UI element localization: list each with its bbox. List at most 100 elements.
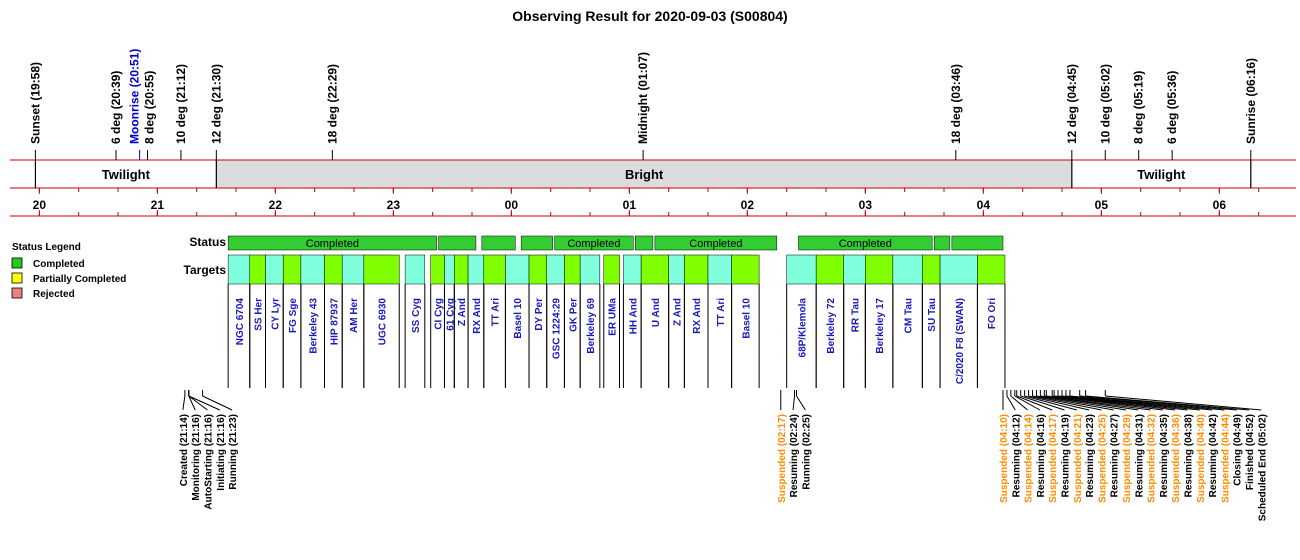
event-label: Suspended (04:17) bbox=[1048, 414, 1059, 503]
target-label: RX And bbox=[472, 298, 483, 334]
target-block bbox=[249, 254, 266, 285]
target-block bbox=[363, 254, 400, 285]
legend-swatch bbox=[11, 272, 23, 284]
event-label: Suspended (04:10) bbox=[999, 414, 1010, 503]
target-label: CY Lyr bbox=[270, 298, 281, 330]
target-block bbox=[467, 254, 485, 285]
event-label: Suspended (04:21) bbox=[1073, 414, 1084, 503]
event-label: Monitoring (21:16) bbox=[191, 414, 202, 501]
status-block bbox=[438, 235, 477, 251]
target-label: HIP 87937 bbox=[329, 298, 340, 346]
hour-label: 21 bbox=[151, 198, 165, 212]
target-block bbox=[528, 254, 547, 285]
legend-label: Partially Completed bbox=[33, 274, 126, 285]
target-block bbox=[640, 254, 669, 285]
target-block bbox=[265, 254, 284, 285]
targets-row-label: Targets bbox=[184, 263, 227, 277]
hour-label: 02 bbox=[741, 198, 755, 212]
event-connector bbox=[1061, 395, 1200, 411]
hour-label: 01 bbox=[623, 198, 637, 212]
target-block bbox=[843, 254, 866, 285]
event-connector bbox=[1014, 395, 1041, 411]
event-label: Scheduled End (05:02) bbox=[1257, 414, 1268, 521]
status-block bbox=[798, 235, 933, 251]
target-label: HH And bbox=[628, 298, 639, 334]
target-block bbox=[815, 254, 844, 285]
sun-event-label: 10 deg (05:02) bbox=[1098, 64, 1112, 144]
event-connector bbox=[796, 395, 806, 411]
target-label: C/2020 F8 (SWAN) bbox=[955, 298, 966, 384]
event-connector bbox=[182, 395, 186, 411]
target-label: Z And bbox=[457, 298, 468, 326]
target-label: SS Cyg bbox=[411, 298, 422, 333]
legend-swatch bbox=[11, 257, 23, 269]
target-label: U And bbox=[651, 298, 662, 327]
target-block bbox=[454, 254, 469, 285]
sun-event-label: 10 deg (21:12) bbox=[174, 64, 188, 144]
event-connector bbox=[1069, 395, 1225, 411]
event-connector bbox=[202, 395, 233, 411]
sun-event-label: 6 deg (05:36) bbox=[1165, 71, 1179, 144]
status-block-label: Completed bbox=[839, 238, 892, 250]
target-block bbox=[707, 254, 732, 285]
event-connector bbox=[1046, 395, 1151, 411]
target-block bbox=[300, 254, 325, 285]
sun-event-label: Sunrise (06:16) bbox=[1244, 58, 1258, 144]
target-block bbox=[977, 254, 1006, 285]
hour-label: 00 bbox=[505, 198, 519, 212]
target-label: 68P/Klemola bbox=[797, 298, 808, 358]
sky-period-label: Twilight bbox=[102, 167, 151, 182]
status-block bbox=[634, 235, 654, 251]
event-connector bbox=[1105, 395, 1262, 411]
target-label: Berkeley 17 bbox=[875, 298, 886, 354]
event-connector bbox=[1006, 395, 1016, 411]
status-block bbox=[227, 235, 437, 251]
event-connector bbox=[1024, 395, 1077, 411]
target-block bbox=[444, 254, 455, 285]
target-label: Berkeley 69 bbox=[586, 298, 597, 354]
sky-period-label: Twilight bbox=[1137, 167, 1186, 182]
target-block bbox=[865, 254, 894, 285]
target-label: NGC 6704 bbox=[235, 298, 246, 346]
event-label: Resuming (04:38) bbox=[1184, 414, 1195, 497]
event-label: Finished (04:52) bbox=[1245, 414, 1256, 490]
target-label: RX And bbox=[692, 298, 703, 334]
sky-period-bright bbox=[216, 160, 1072, 188]
status-block-label: Completed bbox=[306, 238, 359, 250]
event-connector bbox=[792, 395, 796, 411]
target-block bbox=[282, 254, 302, 285]
target-label: Basel 10 bbox=[741, 298, 752, 339]
status-block bbox=[554, 235, 634, 251]
event-connector bbox=[1020, 395, 1065, 411]
target-label: CM Tau bbox=[904, 298, 915, 333]
target-block bbox=[324, 254, 343, 285]
target-label: GK Per bbox=[568, 298, 579, 332]
target-label: SU Tau bbox=[927, 298, 938, 332]
legend-label: Completed bbox=[33, 259, 85, 270]
target-block bbox=[786, 254, 817, 285]
hour-label: 23 bbox=[387, 198, 401, 212]
target-block bbox=[623, 254, 642, 285]
sun-event-label: 8 deg (05:19) bbox=[1132, 71, 1146, 144]
event-connector bbox=[1058, 395, 1188, 411]
event-label: Resuming (04:16) bbox=[1036, 414, 1047, 497]
legend-swatch bbox=[11, 287, 23, 299]
target-label: ER UMa bbox=[608, 298, 619, 336]
event-label: Resuming (04:42) bbox=[1208, 414, 1219, 497]
target-block bbox=[684, 254, 709, 285]
target-block bbox=[603, 254, 620, 285]
target-label: DY Per bbox=[534, 298, 545, 331]
target-label: Z And bbox=[673, 298, 684, 326]
target-block bbox=[939, 254, 978, 285]
event-connector bbox=[1054, 395, 1176, 411]
hour-label: 20 bbox=[33, 198, 47, 212]
target-block bbox=[564, 254, 581, 285]
hour-label: 06 bbox=[1213, 198, 1227, 212]
hour-label: 04 bbox=[977, 198, 991, 212]
event-connector bbox=[1032, 395, 1102, 411]
legend-title: Status Legend bbox=[12, 242, 81, 253]
sun-event-label: 18 deg (22:29) bbox=[325, 64, 339, 144]
target-label: Berkeley 43 bbox=[309, 298, 320, 354]
target-block bbox=[892, 254, 923, 285]
hour-label: 03 bbox=[859, 198, 873, 212]
